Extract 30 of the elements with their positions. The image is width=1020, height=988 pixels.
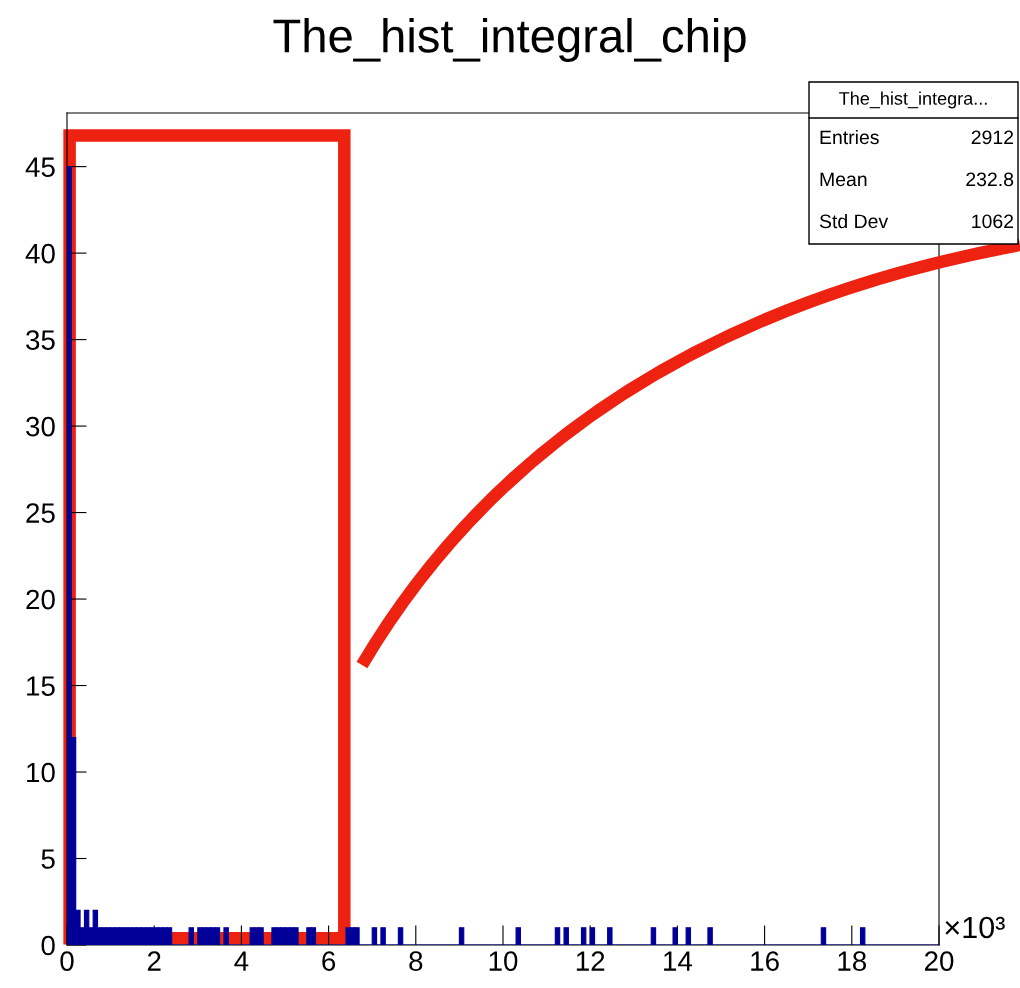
text: 2912: [971, 130, 1014, 145]
y-tick-label: 35: [26, 330, 55, 350]
y-tick-label: 5: [41, 849, 55, 869]
y-tick-label: 25: [26, 503, 55, 523]
x-tick-label: 10: [489, 951, 518, 971]
text: The_hist_integra...: [839, 91, 987, 109]
x-tick-label: 14: [664, 951, 693, 971]
y-tick-label: 10: [27, 762, 55, 783]
x-tick-label: 2: [147, 951, 161, 971]
chart-title: The_hist_integral_chip: [273, 17, 746, 63]
x-tick-label: 4: [234, 951, 249, 971]
annotation: Entries: [820, 129, 879, 145]
y-tick-label: 20: [26, 589, 55, 610]
x-tick-label: 18: [838, 951, 867, 971]
text: 1062: [972, 214, 1014, 229]
annotation: Mean: [820, 172, 867, 187]
y-tick-label: 45: [25, 157, 55, 177]
x-tick-label: 6: [322, 951, 336, 971]
x-axis-title: ×10³: [945, 916, 1005, 939]
x-tick-label: 20: [924, 951, 954, 971]
y-tick-label: 30: [26, 416, 55, 437]
x-tick-label: 8: [409, 951, 423, 971]
text: 232.8: [966, 172, 1014, 187]
x-tick-label: 16: [751, 951, 779, 971]
y-tick-label: 0: [41, 935, 55, 956]
y-tick-label: 40: [25, 243, 55, 264]
x-tick-label: 12: [576, 951, 605, 971]
y-tick-label: 15: [27, 676, 55, 696]
annotation: Std Dev: [819, 213, 889, 229]
x-tick-label: 0: [60, 951, 74, 971]
